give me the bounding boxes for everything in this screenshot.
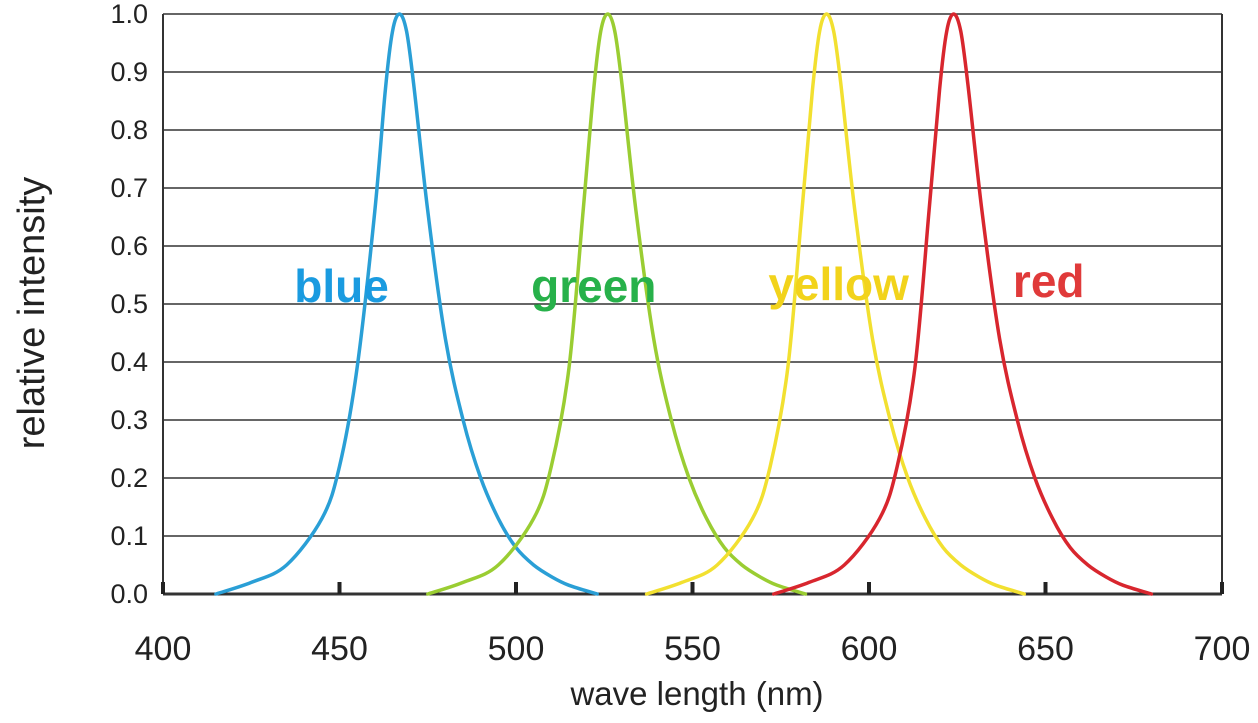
y-tick-label: 0.2 <box>110 463 148 493</box>
x-tick-label: 650 <box>1017 630 1074 668</box>
series-label-green: green <box>531 260 656 312</box>
x-axis-tick-labels: 400 450 500 550 600 650 700 <box>135 630 1251 668</box>
y-tick-label: 0.0 <box>110 579 148 609</box>
series-label-yellow: yellow <box>768 258 909 310</box>
series-label-blue: blue <box>294 260 389 312</box>
y-tick-label: 0.7 <box>110 173 148 203</box>
x-tick-label: 600 <box>841 630 898 668</box>
series-curves <box>214 12 1154 596</box>
y-tick-label: 0.9 <box>110 57 148 87</box>
x-tick-label: 450 <box>311 630 368 668</box>
x-tick-label: 700 <box>1194 630 1251 668</box>
y-tick-label: 0.4 <box>110 347 148 377</box>
x-axis-label: wave length (nm) <box>569 675 823 712</box>
y-axis-tick-labels: 0.0 0.1 0.2 0.3 0.4 0.5 0.6 0.7 0.8 0.9 1.0 <box>110 0 148 609</box>
y-tick-label: 0.5 <box>110 289 148 319</box>
series-label-red: red <box>1013 255 1085 307</box>
y-tick-label: 0.3 <box>110 405 148 435</box>
series-line-red <box>771 12 1154 596</box>
y-tick-label: 0.8 <box>110 115 148 145</box>
y-axis-label: relative intensity <box>11 177 53 449</box>
x-tick-label: 550 <box>664 630 721 668</box>
series-labels: blue green yellow red <box>294 255 1084 312</box>
x-tick-label: 500 <box>488 630 545 668</box>
y-tick-label: 0.6 <box>110 231 148 261</box>
series-line-green <box>426 12 808 596</box>
series-line-yellow <box>644 12 1027 596</box>
y-tick-label: 0.1 <box>110 521 148 551</box>
series-line-blue <box>214 12 599 596</box>
y-tick-label: 1.0 <box>110 0 148 29</box>
x-tick-label: 400 <box>135 630 192 668</box>
grid-lines <box>161 13 1224 596</box>
